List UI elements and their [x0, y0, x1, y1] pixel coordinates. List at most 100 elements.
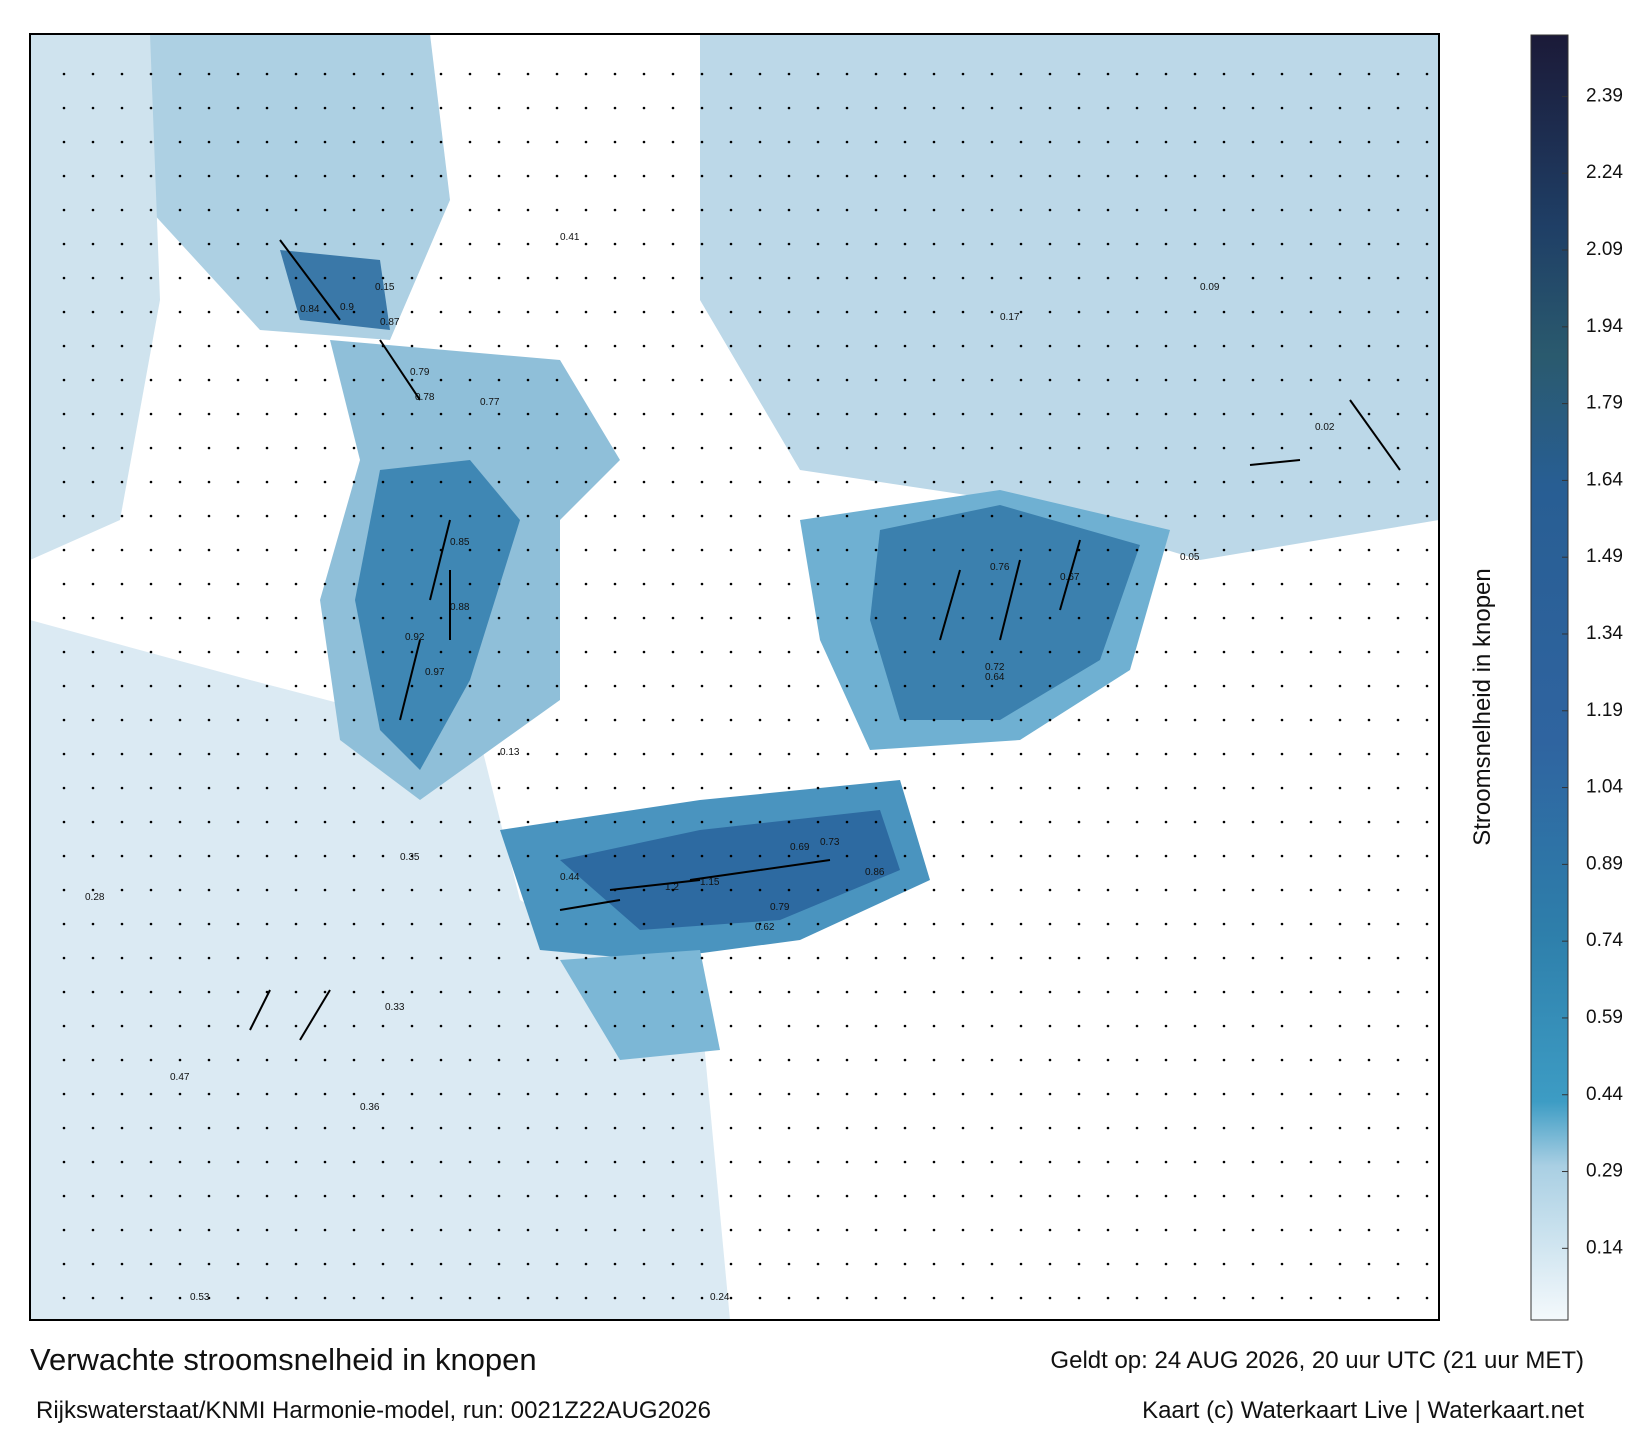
grid-dot: [207, 242, 211, 246]
grid-dot: [1019, 310, 1023, 314]
grid-dot: [468, 752, 472, 756]
grid-dot: [845, 480, 849, 484]
grid-dot: [642, 684, 646, 688]
grid-dot: [352, 786, 356, 790]
grid-dot: [62, 378, 66, 382]
grid-dot: [874, 684, 878, 688]
grid-dot: [1077, 276, 1081, 280]
grid-dot: [1077, 1160, 1081, 1164]
grid-dot: [468, 990, 472, 994]
grid-dot: [91, 276, 95, 280]
grid-dot: [526, 344, 530, 348]
grid-dot: [1367, 446, 1371, 450]
grid-dot: [787, 378, 791, 382]
grid-dot: [874, 174, 878, 178]
grid-dot: [439, 956, 443, 960]
grid-dot: [1135, 1126, 1139, 1130]
grid-dot: [1193, 752, 1197, 756]
grid-dot: [323, 1262, 327, 1266]
grid-dot: [294, 514, 298, 518]
grid-dot: [1425, 752, 1429, 756]
grid-dot: [120, 276, 124, 280]
grid-dot: [468, 1092, 472, 1096]
grid-dot: [990, 344, 994, 348]
grid-dot: [149, 956, 153, 960]
grid-dot: [932, 616, 936, 620]
grid-dot: [613, 752, 617, 756]
grid-dot: [1396, 1092, 1400, 1096]
grid-dot: [1048, 1058, 1052, 1062]
grid-dot: [265, 548, 269, 552]
grid-dot: [845, 1126, 849, 1130]
grid-dot: [381, 1126, 385, 1130]
grid-dot: [1280, 616, 1284, 620]
grid-dot: [62, 1024, 66, 1028]
grid-dot: [1048, 1194, 1052, 1198]
grid-dot: [1106, 718, 1110, 722]
grid-dot: [700, 752, 704, 756]
grid-dot: [1019, 854, 1023, 858]
grid-dot: [526, 786, 530, 790]
grid-dot: [410, 922, 414, 926]
grid-dot: [729, 1126, 733, 1130]
grid-dot: [903, 276, 907, 280]
grid-dot: [178, 616, 182, 620]
grid-dot: [1222, 752, 1226, 756]
grid-dot: [1222, 140, 1226, 144]
grid-dot: [584, 106, 588, 110]
grid-dot: [294, 1092, 298, 1096]
grid-dot: [555, 1194, 559, 1198]
colorbar-tick-label: 1.04: [1586, 777, 1623, 798]
grid-dot: [236, 548, 240, 552]
grid-dot: [584, 1160, 588, 1164]
grid-dot: [816, 1126, 820, 1130]
grid-dot: [1135, 616, 1139, 620]
grid-dot: [236, 922, 240, 926]
grid-dot: [207, 276, 211, 280]
grid-dot: [1019, 1160, 1023, 1164]
grid-dot: [236, 888, 240, 892]
grid-dot: [294, 786, 298, 790]
grid-dot: [1019, 582, 1023, 586]
grid-dot: [1425, 72, 1429, 76]
grid-dot: [758, 412, 762, 416]
grid-dot: [294, 820, 298, 824]
grid-dot: [323, 888, 327, 892]
grid-dot: [178, 378, 182, 382]
grid-dot: [1396, 480, 1400, 484]
grid-dot: [1048, 582, 1052, 586]
grid-dot: [874, 616, 878, 620]
grid-dot: [845, 752, 849, 756]
grid-dot: [1425, 1228, 1429, 1232]
grid-dot: [1193, 344, 1197, 348]
grid-dot: [787, 786, 791, 790]
grid-dot: [613, 922, 617, 926]
grid-dot: [584, 446, 588, 450]
grid-dot: [1077, 650, 1081, 654]
grid-dot: [468, 208, 472, 212]
grid-dot: [1251, 854, 1255, 858]
colorbar-tick-label: 0.74: [1586, 930, 1623, 951]
grid-dot: [1425, 582, 1429, 586]
grid-dot: [526, 1092, 530, 1096]
grid-dot: [816, 412, 820, 416]
grid-dot: [1193, 1296, 1197, 1300]
grid-dot: [613, 582, 617, 586]
grid-dot: [1425, 616, 1429, 620]
grid-dot: [91, 922, 95, 926]
grid-dot: [1164, 310, 1168, 314]
grid-dot: [526, 242, 530, 246]
grid-dot: [497, 276, 501, 280]
grid-dot: [758, 1194, 762, 1198]
grid-dot: [700, 208, 704, 212]
grid-dot: [439, 1024, 443, 1028]
grid-dot: [294, 548, 298, 552]
grid-dot: [932, 106, 936, 110]
grid-dot: [932, 1024, 936, 1028]
grid-dot: [1425, 820, 1429, 824]
grid-dot: [1222, 990, 1226, 994]
grid-dot: [120, 990, 124, 994]
grid-dot: [1164, 956, 1168, 960]
grid-dot: [207, 106, 211, 110]
grid-dot: [439, 412, 443, 416]
